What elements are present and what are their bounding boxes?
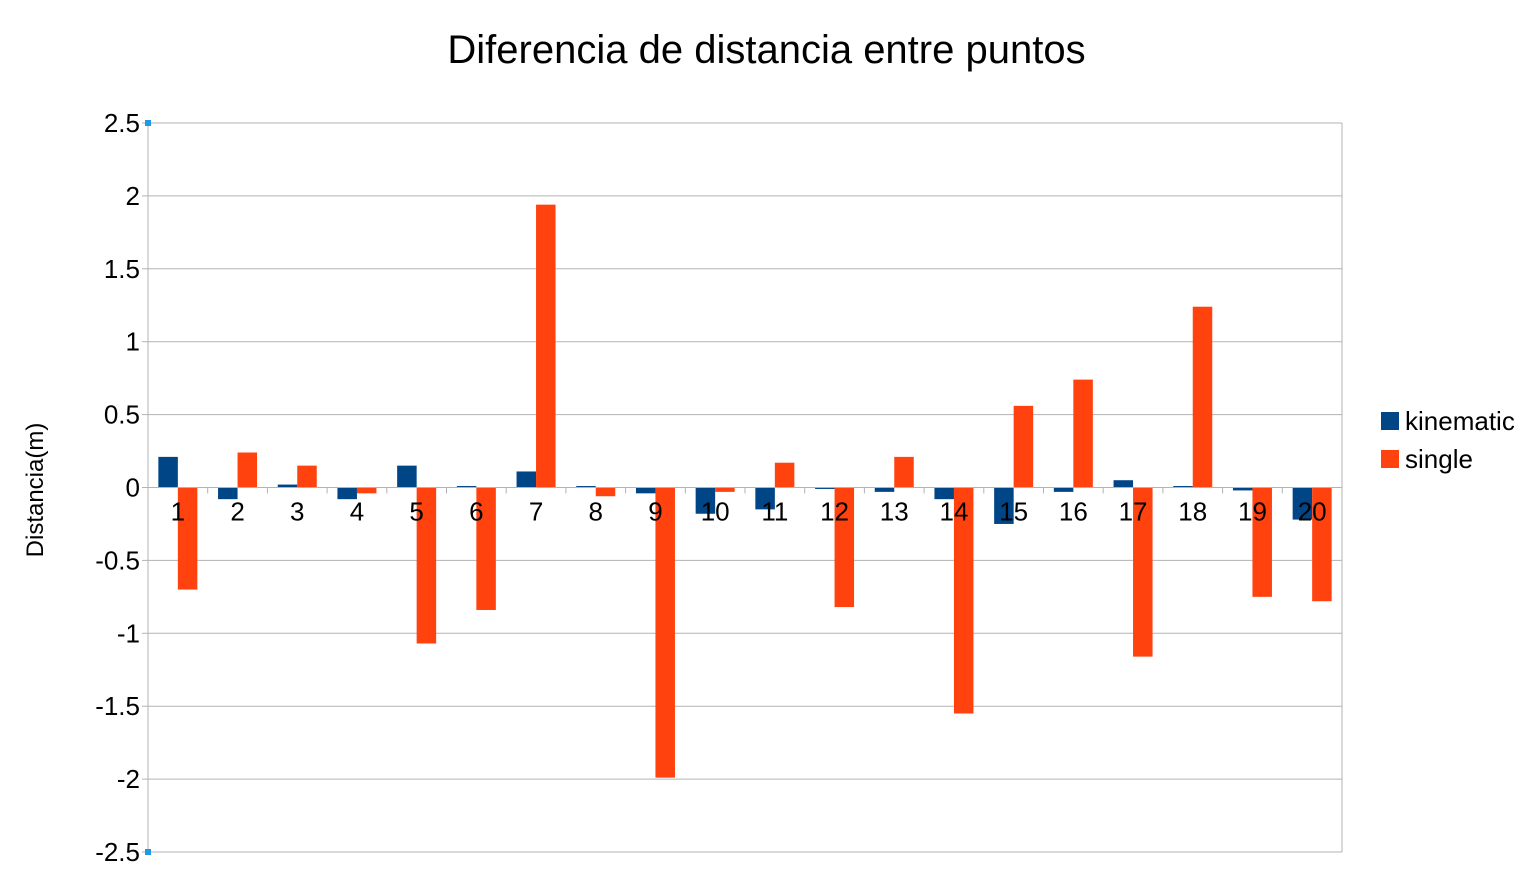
x-tick-label: 16	[1059, 497, 1088, 527]
bar-kinematic-7	[516, 471, 537, 488]
legend-label-kinematic: kinematic	[1405, 405, 1515, 436]
bar-kinematic-3	[277, 484, 298, 488]
x-tick-label: 10	[701, 497, 730, 527]
y-tick-label: 1.5	[104, 254, 140, 284]
x-tick-label: 20	[1298, 497, 1327, 527]
bar-kinematic-20	[1292, 487, 1313, 520]
y-tick-label: 1	[126, 327, 140, 357]
bar-kinematic-4	[337, 487, 357, 500]
bar-kinematic-9	[635, 487, 656, 494]
x-tick-label: 5	[409, 497, 423, 527]
bar-single-8	[595, 487, 616, 497]
y-tick-label: -2	[117, 764, 140, 794]
bar-single-11	[774, 462, 795, 488]
x-tick-label: 11	[761, 497, 788, 527]
bar-kinematic-16	[1053, 487, 1074, 492]
bar-single-9	[655, 487, 675, 778]
x-tick-label: 15	[999, 497, 1028, 527]
bar-kinematic-17	[1113, 480, 1134, 488]
x-tick-label: 17	[1119, 497, 1148, 527]
bar-kinematic-5	[397, 465, 417, 488]
x-tick-label: 6	[469, 497, 483, 527]
bar-single-3	[297, 465, 317, 488]
x-tick-label: 13	[880, 497, 909, 527]
x-tick-label: 1	[171, 497, 185, 527]
x-tick-label: 12	[820, 497, 849, 527]
bar-single-6	[476, 487, 496, 610]
y-tick-label: 0	[126, 473, 140, 503]
bar-kinematic-19	[1232, 487, 1253, 491]
x-tick-label: 19	[1238, 497, 1267, 527]
chart-title: Diferencia de distancia entre puntos	[447, 28, 1086, 72]
bar-kinematic-2	[218, 487, 238, 500]
axis-handle	[145, 120, 151, 126]
x-tick-label: 2	[230, 497, 244, 527]
bar-kinematic-15	[994, 487, 1014, 524]
bar-single-17	[1133, 487, 1153, 657]
x-tick-label: 8	[589, 497, 603, 527]
bar-single-15	[1013, 405, 1034, 488]
axes	[142, 120, 1343, 855]
y-tick-label: 0.5	[104, 400, 140, 430]
bar-single-12	[834, 487, 855, 608]
x-tick-label: 4	[350, 497, 364, 527]
axis-handle	[145, 849, 151, 855]
bar-single-1	[177, 487, 198, 590]
bar-single-19	[1252, 487, 1272, 597]
bars	[158, 204, 1332, 778]
y-tick-label: -2.5	[95, 837, 140, 867]
x-tick-label: 7	[529, 497, 543, 527]
bar-single-10	[715, 487, 735, 492]
bar-kinematic-10	[695, 487, 716, 514]
bar-kinematic-8	[576, 486, 596, 488]
bar-single-13	[894, 456, 914, 488]
legend-item-single: single	[1381, 440, 1515, 478]
x-tick-label: 14	[939, 497, 968, 527]
bar-single-16	[1073, 379, 1093, 488]
y-tick-label: -1.5	[95, 691, 140, 721]
bar-single-18	[1192, 306, 1213, 488]
bar-kinematic-18	[1173, 486, 1193, 488]
legend-item-kinematic: kinematic	[1381, 402, 1515, 440]
x-tick-label: 9	[648, 497, 662, 527]
bar-single-7	[536, 204, 556, 488]
bar-single-20	[1312, 487, 1332, 602]
legend-label-single: single	[1405, 443, 1473, 474]
y-tick-label: -0.5	[95, 545, 140, 575]
legend-swatch-single	[1381, 450, 1399, 468]
bar-single-5	[416, 487, 437, 644]
bar-single-14	[953, 487, 974, 714]
legend-swatch-kinematic	[1381, 412, 1399, 430]
bar-kinematic-14	[934, 487, 954, 500]
legend: kinematic single	[1381, 402, 1515, 478]
bar-kinematic-13	[874, 487, 895, 492]
x-tick-label: 18	[1178, 497, 1207, 527]
bar-single-4	[356, 487, 377, 494]
tick-labels: 2.521.510.50-0.5-1-1.5-2-2.51 2 3 4 5 6 7 8 9 10 1…	[95, 108, 1326, 867]
bar-kinematic-6	[456, 486, 477, 488]
bar-kinematic-12	[815, 487, 835, 489]
bar-kinematic-11	[755, 487, 775, 510]
y-tick-label: -1	[117, 618, 140, 648]
y-tick-label: 2.5	[104, 108, 140, 138]
x-tick-label: 3	[290, 497, 304, 527]
bar-kinematic-1	[158, 456, 178, 488]
y-tick-label: 2	[126, 181, 140, 211]
bar-single-2	[237, 452, 258, 488]
